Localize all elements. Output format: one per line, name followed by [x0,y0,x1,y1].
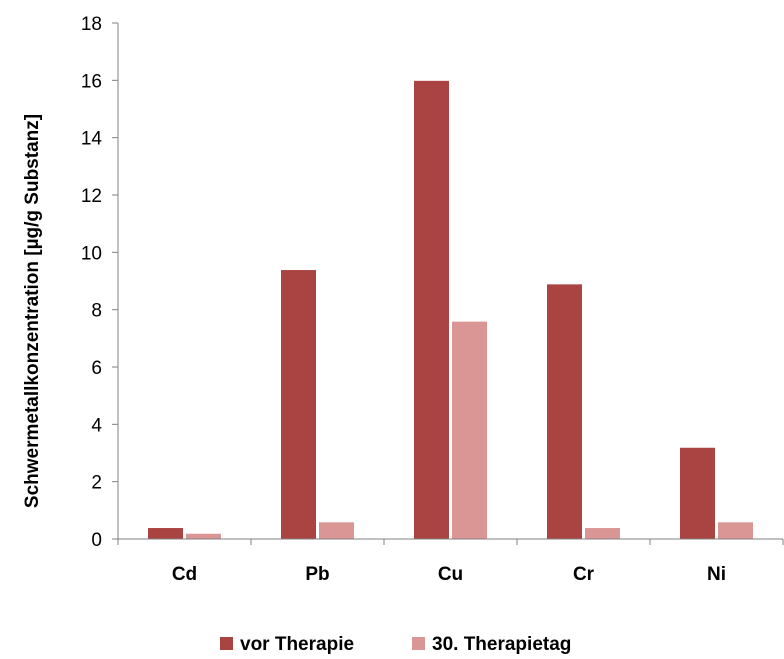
x-tick-label: Cd [172,564,197,585]
x-tick-label: Pb [305,564,329,585]
bar-30-therapietag-cd [185,532,222,540]
y-tick-label: 12 [81,186,102,207]
bar-vor-therapie-cr [546,283,583,540]
y-tick-label: 8 [91,301,102,322]
bar-vor-therapie-ni [679,446,716,540]
legend-label: vor Therapie [240,634,354,655]
bar-30-therapietag-pb [318,521,355,540]
y-tick-label: 16 [81,71,102,92]
bar-vor-therapie-pb [280,269,317,540]
x-axis-labels: Cd Pb Cu Cr Ni [172,564,726,585]
y-axis-title: Schwermetallkonzentration [µg/g Substanz… [22,114,43,508]
legend-swatch [412,637,425,650]
x-tick-label: Cu [438,564,463,585]
legend-swatch [220,637,233,650]
bar-30-therapietag-ni [717,521,754,540]
y-axis-ticks: 0 2 4 6 8 10 12 14 16 18 [81,14,103,551]
y-tick-label: 0 [91,530,102,551]
bar-30-therapietag-cu [451,320,488,540]
legend: vor Therapie 30. Therapietag [220,634,571,655]
bars-group [147,79,754,540]
y-tick-label: 18 [81,14,102,35]
bar-30-therapietag-cr [584,527,621,540]
y-tick-label: 10 [81,243,102,264]
axes [112,22,784,545]
x-tick-label: Ni [707,564,726,585]
legend-label: 30. Therapietag [432,634,571,655]
x-tick-label: Cr [573,564,595,585]
y-tick-label: 2 [91,473,102,494]
bar-vor-therapie-cu [413,79,450,540]
y-tick-label: 6 [91,358,102,379]
bar-vor-therapie-cd [147,527,184,540]
y-tick-label: 4 [91,415,102,436]
y-tick-label: 14 [81,129,103,150]
